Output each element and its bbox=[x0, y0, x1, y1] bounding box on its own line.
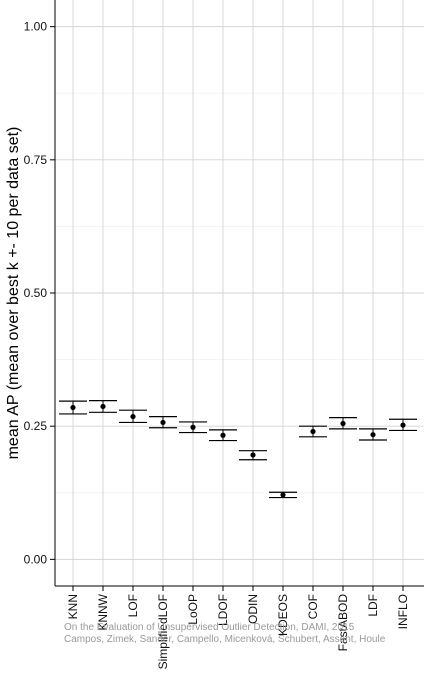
y-tick-label: 1.00 bbox=[24, 20, 48, 34]
x-tick-label: LoOP bbox=[186, 594, 200, 625]
y-tick-label: 0.50 bbox=[24, 286, 48, 300]
x-tick-label: KNN bbox=[66, 594, 80, 619]
mean-point bbox=[130, 413, 136, 420]
mean-point bbox=[160, 419, 166, 426]
mean-point bbox=[370, 432, 376, 438]
x-tick-label: LDOF bbox=[216, 594, 230, 626]
mean-point bbox=[70, 404, 76, 411]
mean-point bbox=[340, 420, 346, 427]
x-tick-label: ODIN bbox=[246, 594, 260, 624]
x-tick-label: LDF bbox=[366, 594, 380, 617]
mean-point bbox=[280, 492, 286, 498]
mean-point bbox=[220, 432, 226, 438]
y-axis-title: mean AP (mean over best k +- 10 per data… bbox=[5, 127, 22, 460]
x-tick-label: INFLO bbox=[396, 594, 410, 629]
mean-point bbox=[400, 422, 406, 428]
x-tick-label: KDEOS bbox=[276, 594, 290, 636]
data-marks bbox=[59, 400, 417, 499]
y-tick-label: 0.00 bbox=[24, 552, 48, 566]
x-tick-label: SimplifiedLOF bbox=[156, 594, 170, 669]
y-tick-label: 0.75 bbox=[24, 153, 48, 167]
mean-point bbox=[190, 424, 196, 430]
x-tick-label: LOF bbox=[126, 594, 140, 617]
grid bbox=[55, 0, 424, 586]
mean-point bbox=[250, 452, 256, 458]
x-tick-label: FastABOD bbox=[336, 594, 350, 652]
mean-point bbox=[310, 428, 316, 435]
watermark-line-1: On the Evaluation of Unsupervised Outlie… bbox=[64, 622, 355, 633]
mean-point bbox=[100, 403, 106, 410]
y-axis: 0.00 0.25 0.50 0.75 1.00 bbox=[24, 20, 55, 566]
x-tick-label: COF bbox=[306, 594, 320, 619]
x-axis: KNN KNNW LOF SimplifiedLOF LoOP LDOF ODIN KDEOS… bbox=[66, 586, 410, 669]
watermark-line-2: Campos, Zimek, Sander, Campello, Micenko… bbox=[64, 634, 386, 645]
x-tick-label: KNNW bbox=[96, 593, 110, 630]
y-tick-label: 0.25 bbox=[24, 419, 48, 433]
